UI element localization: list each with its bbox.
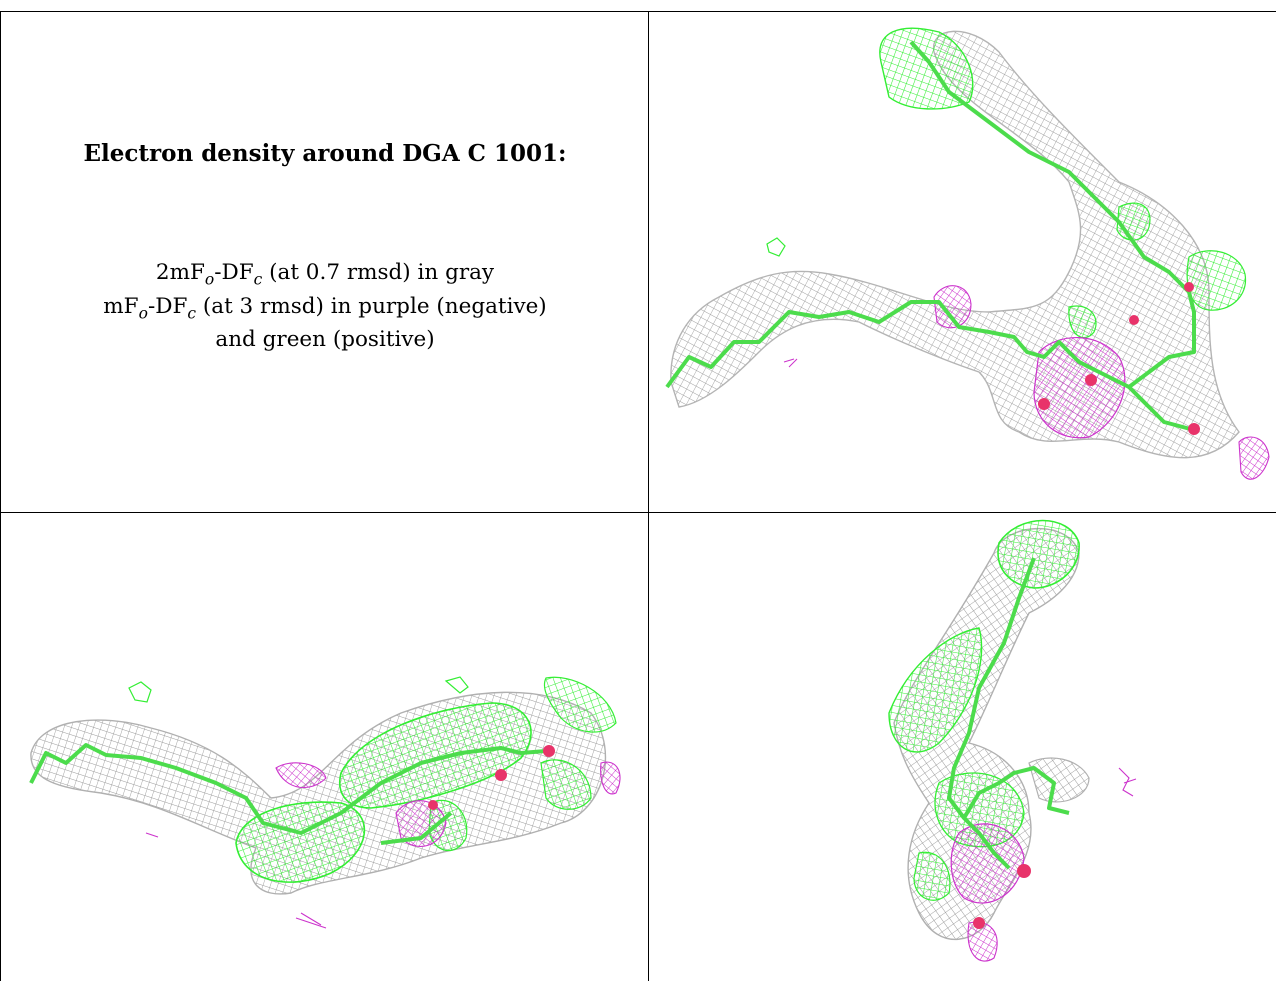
density-view-2 [1, 513, 648, 981]
table-middle-border [648, 11, 649, 981]
density-view-2-image [29, 676, 621, 929]
table-top-border [0, 11, 1276, 12]
density-view-1 [649, 12, 1276, 512]
figure-title: Electron density around DGA C 1001: [83, 140, 567, 167]
table-left-border [0, 11, 1, 981]
legend-line-fofc: mFo-DFc (at 3 rmsd) in purple (negative) [103, 293, 547, 323]
density-view-1-image [665, 27, 1270, 480]
table-row-divider [0, 512, 1276, 513]
figure-legend: 2mFo-DFc (at 0.7 rmsd) in gray mFo-DFc (… [1, 257, 648, 356]
density-view-3-image [888, 519, 1137, 962]
caption-cell: Electron density around DGA C 1001: 2mFo… [1, 12, 648, 512]
legend-line-colors: and green (positive) [215, 327, 435, 353]
density-view-3 [649, 513, 1276, 981]
legend-line-2fofc: 2mFo-DFc (at 0.7 rmsd) in gray [155, 260, 495, 289]
